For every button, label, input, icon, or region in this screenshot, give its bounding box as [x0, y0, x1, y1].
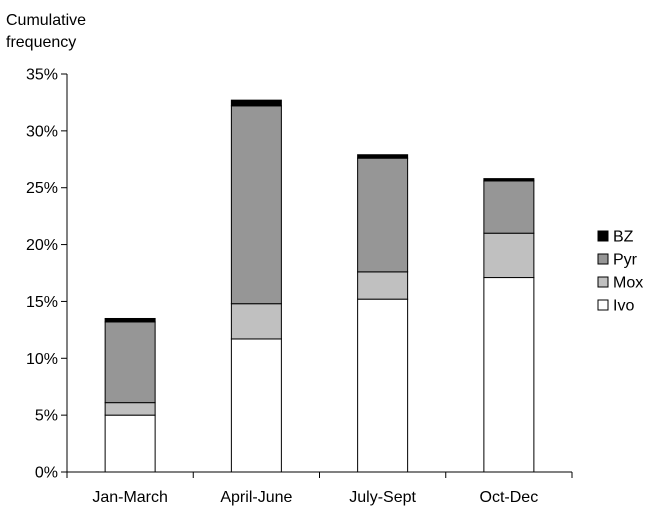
bars-layer [104, 99, 535, 473]
y-axis-title-line-1: Cumulative [6, 12, 87, 29]
bar-ivo-1 [230, 338, 282, 473]
bar-pyr-1 [230, 105, 282, 305]
y-tick-label: 25% [26, 180, 58, 197]
y-tick-label: 5% [35, 408, 58, 425]
y-tick-label: 35% [26, 67, 58, 84]
legend-label-pyr: Pyr [613, 252, 638, 269]
y-tick-label: 20% [26, 237, 58, 254]
bar-ivo-2 [357, 298, 409, 473]
x-tick-label: July-Sept [349, 489, 416, 506]
legend-label-bz: BZ [613, 229, 634, 246]
legend-swatch-bz [597, 230, 609, 242]
legend-label-ivo: Ivo [613, 298, 634, 315]
x-tick-label: Jan-March [92, 489, 168, 506]
bar-bz-0 [104, 317, 156, 323]
y-tick-label: 15% [26, 294, 58, 311]
bar-mox-2 [357, 271, 409, 300]
legend-label-mox: Mox [613, 275, 643, 292]
y-tick-label: 0% [35, 465, 58, 482]
bar-bz-1 [230, 99, 282, 107]
bar-bz-2 [357, 154, 409, 159]
legend: BZ Pyr Mox Ivo [597, 229, 643, 315]
y-axis-title-line-2: frequency [6, 34, 77, 51]
x-tick-label: Oct-Dec [480, 489, 539, 506]
bar-ivo-0 [104, 414, 156, 473]
bar-mox-3 [483, 232, 535, 279]
bar-pyr-0 [104, 321, 156, 404]
y-axis-title: Cumulative frequency [6, 10, 86, 54]
axes-layer: Jan-March April-June July-Sept Oct-Dec 0% 5% 1… [26, 67, 573, 506]
y-tick-label: 10% [26, 351, 58, 368]
legend-swatch-ivo [597, 299, 609, 311]
legend-swatch-pyr [597, 253, 609, 265]
bar-ivo-3 [483, 277, 535, 473]
bar-mox-0 [104, 402, 156, 416]
bar-bz-3 [483, 178, 535, 182]
bar-pyr-2 [357, 157, 409, 273]
y-tick-label: 30% [26, 123, 58, 140]
bar-mox-1 [230, 303, 282, 340]
bar-pyr-3 [483, 180, 535, 234]
x-tick-label: April-June [220, 489, 292, 506]
legend-swatch-mox [597, 276, 609, 288]
